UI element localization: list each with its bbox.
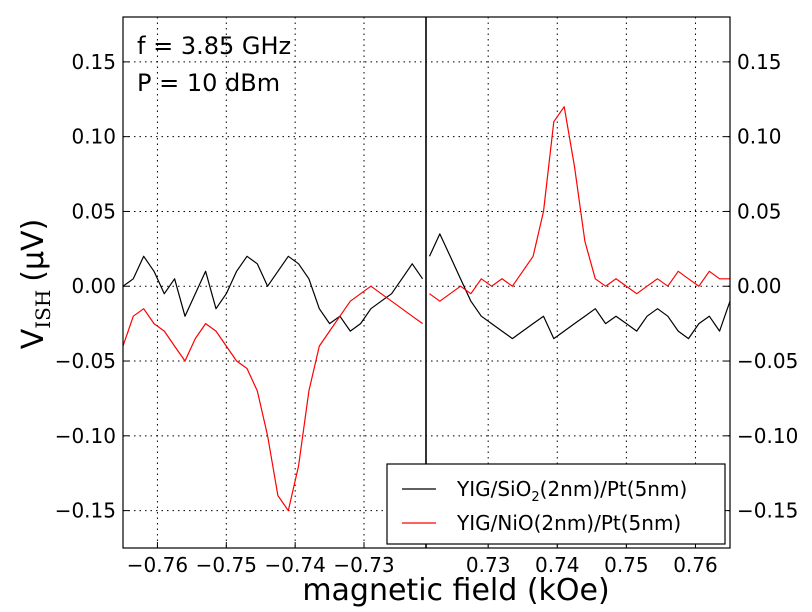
x-tick-label: −0.75	[196, 553, 257, 577]
y-tick-label-left: 0.10	[71, 125, 116, 149]
series-1-positive-line	[428, 233, 731, 340]
y-tick-label-right: 0.00	[737, 274, 782, 298]
y-axis-label-unit: (μV)	[16, 219, 51, 282]
series-2-positive-line	[429, 106, 730, 302]
series-2-negative-line	[122, 285, 423, 512]
annotation-frequency: f = 3.85 GHz	[137, 32, 291, 60]
y-tick-label-left: 0.05	[71, 199, 116, 223]
y-tick-label-left: −0.15	[55, 499, 116, 523]
x-tick-label: −0.74	[265, 553, 326, 577]
ticks: 0.15 0.15 0.10 0.10 0.05 0.05 0.00 0.00 −0.05 −0.…	[55, 50, 799, 577]
series-1-negative-line	[122, 255, 424, 332]
y-tick-label-right: 0.10	[737, 125, 782, 149]
y-axis-label-subscript: ISH	[31, 290, 55, 329]
y-tick-label-left: 0.00	[71, 274, 116, 298]
x-axis-label: magnetic field (kOe)	[302, 573, 609, 608]
legend-box	[386, 463, 726, 545]
y-axis-label-main: V	[16, 328, 51, 349]
axes-frame	[122, 16, 731, 549]
y-tick-label-left: −0.10	[55, 424, 116, 448]
y-axis-label: VISH (μV)	[16, 219, 55, 350]
legend-label-series-1: YIG/SiO2(2nm)/Pt(5nm)	[456, 477, 687, 505]
x-tick-label: 0.73	[466, 553, 511, 577]
y-tick-label-left: −0.05	[55, 349, 116, 373]
y-tick-label-right: 0.05	[737, 199, 782, 223]
x-tick-label: 0.75	[604, 553, 649, 577]
legend: YIG/SiO2(2nm)/Pt(5nm) YIG/NiO(2nm)/Pt(5n…	[386, 463, 726, 545]
x-tick-label: −0.73	[333, 553, 394, 577]
x-tick-label: 0.74	[535, 553, 580, 577]
annotation-power: P = 10 dBm	[137, 69, 280, 97]
x-tick-label: −0.76	[127, 553, 188, 577]
y-tick-label-right: 0.15	[737, 50, 782, 74]
series-layer	[122, 106, 731, 512]
y-tick-label-right: −0.10	[737, 424, 798, 448]
y-tick-label-right: −0.15	[737, 499, 798, 523]
legend-label-series-2: YIG/NiO(2nm)/Pt(5nm)	[456, 511, 681, 535]
x-tick-label: 0.76	[673, 553, 718, 577]
y-tick-label-right: −0.05	[737, 349, 798, 373]
y-tick-label-left: 0.15	[71, 50, 116, 74]
